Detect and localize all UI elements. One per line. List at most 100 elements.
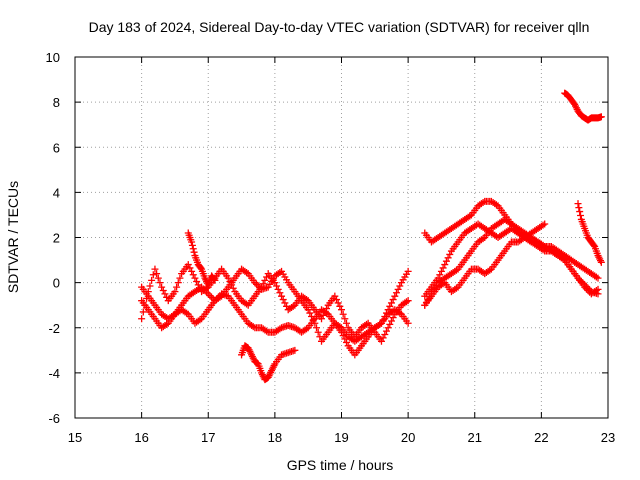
data-point	[441, 261, 449, 269]
data-point	[151, 265, 159, 273]
data-point	[334, 299, 342, 307]
data-point	[191, 274, 199, 282]
data-point	[492, 201, 500, 209]
y-tick-label: 6	[53, 140, 60, 155]
data-point	[391, 292, 399, 300]
y-tick-label: 10	[46, 50, 60, 65]
data-point	[442, 257, 450, 265]
data-point	[303, 296, 311, 304]
data-point	[203, 284, 211, 292]
data-point	[341, 315, 349, 323]
data-point	[539, 246, 547, 254]
data-point	[594, 274, 602, 282]
data-point	[394, 285, 402, 293]
data-point	[139, 308, 147, 316]
data-point	[439, 264, 447, 272]
data-point	[276, 289, 284, 297]
data-point	[404, 267, 412, 275]
y-tick-labels: -6 -4 -2 0 2 4 6 8 10	[46, 50, 60, 426]
x-tick-label: 21	[468, 430, 482, 445]
data-point	[377, 337, 385, 345]
x-tick-label: 23	[601, 430, 615, 445]
data-point	[273, 282, 281, 290]
data-point	[210, 275, 218, 283]
data-point	[279, 296, 287, 304]
chart-title: Day 183 of 2024, Sidereal Day-to-day VTE…	[89, 19, 590, 35]
data-point	[319, 311, 327, 319]
x-tick-label: 22	[534, 430, 548, 445]
data-point	[303, 325, 311, 333]
data-point	[291, 346, 299, 354]
data-point	[159, 287, 167, 295]
data-point	[594, 285, 602, 293]
data-point	[382, 327, 390, 335]
data-point	[258, 283, 266, 291]
data-point	[576, 208, 584, 216]
data-point	[590, 241, 598, 249]
data-point	[404, 297, 412, 305]
data-point	[362, 320, 370, 328]
data-point	[261, 276, 269, 284]
data-point	[323, 305, 331, 313]
series-group	[574, 200, 605, 266]
data-point	[146, 282, 154, 290]
data-point	[163, 320, 171, 328]
data-point	[466, 212, 474, 220]
data-point	[539, 221, 547, 229]
data-point	[263, 327, 271, 335]
data-point	[381, 331, 389, 339]
data-point	[336, 323, 344, 331]
y-tick-label: -6	[48, 411, 60, 426]
data-point	[339, 310, 347, 318]
data-point	[452, 266, 460, 274]
x-tick-labels: 15 16 17 18 19 20 21 22 23	[68, 430, 615, 445]
data-point	[271, 279, 279, 287]
data-point	[452, 284, 460, 292]
data-point	[184, 261, 192, 269]
data-point	[161, 290, 169, 298]
data-point	[189, 245, 197, 253]
series-group	[421, 220, 602, 300]
x-tick-label: 18	[268, 430, 282, 445]
x-tick-label: 17	[201, 430, 215, 445]
series-group	[238, 342, 299, 384]
data-point	[392, 289, 400, 297]
data-point	[597, 258, 605, 266]
data-point	[158, 283, 166, 291]
x-tick-label: 20	[401, 430, 415, 445]
data-point	[479, 199, 487, 207]
data-point	[148, 276, 156, 284]
x-tick-label: 19	[334, 430, 348, 445]
data-point	[153, 270, 161, 278]
data-point	[386, 302, 394, 310]
data-point	[197, 264, 205, 272]
y-tick-label: 8	[53, 95, 60, 110]
data-point	[274, 285, 282, 293]
data-point	[188, 267, 196, 275]
data-point	[289, 302, 297, 310]
data-point	[306, 309, 314, 317]
data-point	[188, 241, 196, 249]
data-point	[592, 287, 600, 295]
y-tick-label: 2	[53, 231, 60, 246]
x-tick-label: 15	[68, 430, 82, 445]
data-point	[173, 283, 181, 291]
grid	[75, 57, 608, 418]
data-point	[176, 274, 184, 282]
data-point	[154, 274, 162, 282]
data-point	[281, 299, 289, 307]
data-point	[226, 277, 234, 285]
data-point	[396, 282, 404, 290]
data-point	[541, 220, 549, 228]
data-point	[439, 280, 447, 288]
data-point	[314, 328, 322, 336]
data-point	[196, 316, 204, 324]
y-tick-label: 4	[53, 185, 60, 200]
data-point	[313, 324, 321, 332]
data-point	[190, 248, 198, 256]
data-point	[189, 271, 197, 279]
data-point	[437, 267, 445, 275]
data-point	[479, 235, 487, 243]
